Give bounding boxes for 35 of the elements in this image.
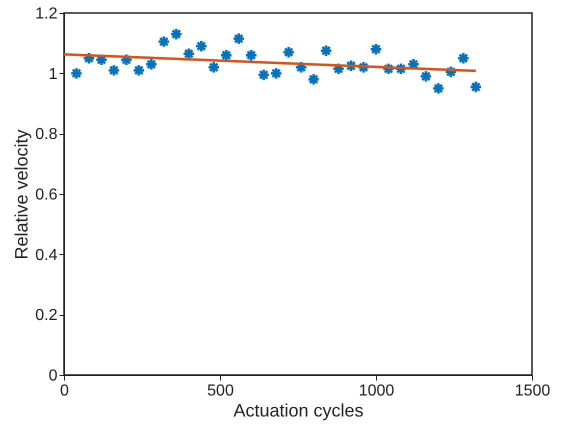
point (182, 47, 196, 60)
x-tick-label: 1500 (514, 382, 550, 400)
x-axis-title: Actuation cycles (233, 400, 364, 420)
y-tick-label: 1.2 (35, 6, 58, 22)
point (232, 32, 246, 46)
point (244, 48, 258, 62)
point (432, 82, 445, 95)
y-tick-label: 0 (48, 368, 58, 384)
point (257, 68, 270, 82)
point (220, 48, 233, 62)
point (170, 28, 183, 41)
point (419, 70, 432, 83)
y-tick-label: 0.8 (35, 126, 58, 144)
point (320, 44, 333, 58)
point (270, 66, 283, 80)
y-tick-label: 0.6 (35, 186, 58, 204)
point (194, 40, 208, 53)
point (157, 35, 170, 48)
y-tick-label: 1 (48, 66, 58, 83)
point (107, 64, 120, 77)
point (307, 72, 320, 86)
point (132, 64, 146, 77)
point (456, 52, 470, 65)
point (70, 66, 83, 80)
point (207, 60, 220, 74)
x-tick-label: 0 (60, 382, 70, 400)
point (282, 46, 296, 59)
y-tick-label: 0.2 (35, 307, 58, 324)
point (144, 58, 158, 71)
point (370, 42, 382, 56)
point (469, 80, 482, 94)
x-tick-label: 500 (207, 382, 234, 400)
y-axis-title: Relative velocity (11, 129, 32, 260)
x-tick-label: 1000 (358, 382, 394, 400)
y-tick-label: 0.4 (35, 246, 58, 264)
